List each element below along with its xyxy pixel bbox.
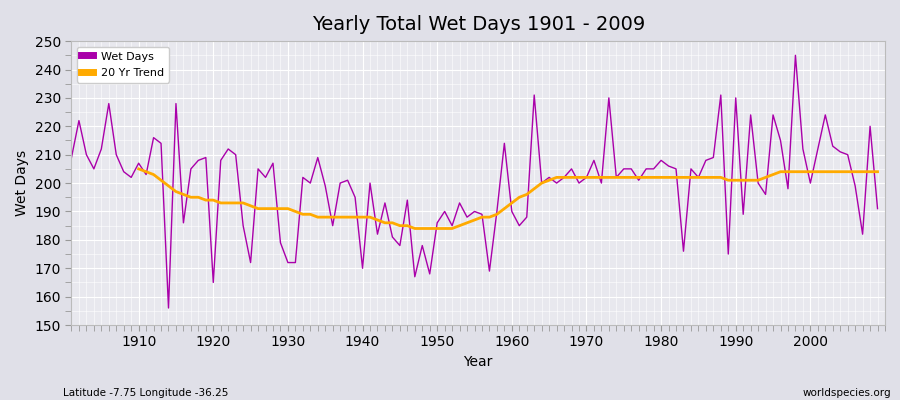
20 Yr Trend — [820, 169, 831, 174]
Line: Wet Days: Wet Days — [71, 55, 878, 308]
20 Yr Trend — [581, 175, 592, 180]
20 Yr Trend — [521, 192, 532, 197]
20 Yr Trend — [305, 212, 316, 217]
Text: worldspecies.org: worldspecies.org — [803, 388, 891, 398]
Wet Days — [126, 175, 137, 180]
Text: Latitude -7.75 Longitude -36.25: Latitude -7.75 Longitude -36.25 — [63, 388, 229, 398]
Wet Days — [790, 53, 801, 58]
20 Yr Trend — [133, 166, 144, 171]
Wet Days — [342, 178, 353, 183]
Wet Days — [603, 96, 614, 100]
Legend: Wet Days, 20 Yr Trend: Wet Days, 20 Yr Trend — [77, 47, 169, 83]
Wet Days — [66, 155, 77, 160]
Wet Days — [297, 175, 308, 180]
Wet Days — [163, 306, 174, 310]
Wet Days — [872, 206, 883, 211]
20 Yr Trend — [410, 226, 420, 231]
20 Yr Trend — [842, 169, 853, 174]
X-axis label: Year: Year — [464, 355, 493, 369]
Wet Days — [507, 209, 517, 214]
Line: 20 Yr Trend: 20 Yr Trend — [139, 169, 878, 228]
20 Yr Trend — [872, 169, 883, 174]
Title: Yearly Total Wet Days 1901 - 2009: Yearly Total Wet Days 1901 - 2009 — [311, 15, 645, 34]
Wet Days — [514, 223, 525, 228]
20 Yr Trend — [275, 206, 286, 211]
Y-axis label: Wet Days: Wet Days — [15, 150, 29, 216]
